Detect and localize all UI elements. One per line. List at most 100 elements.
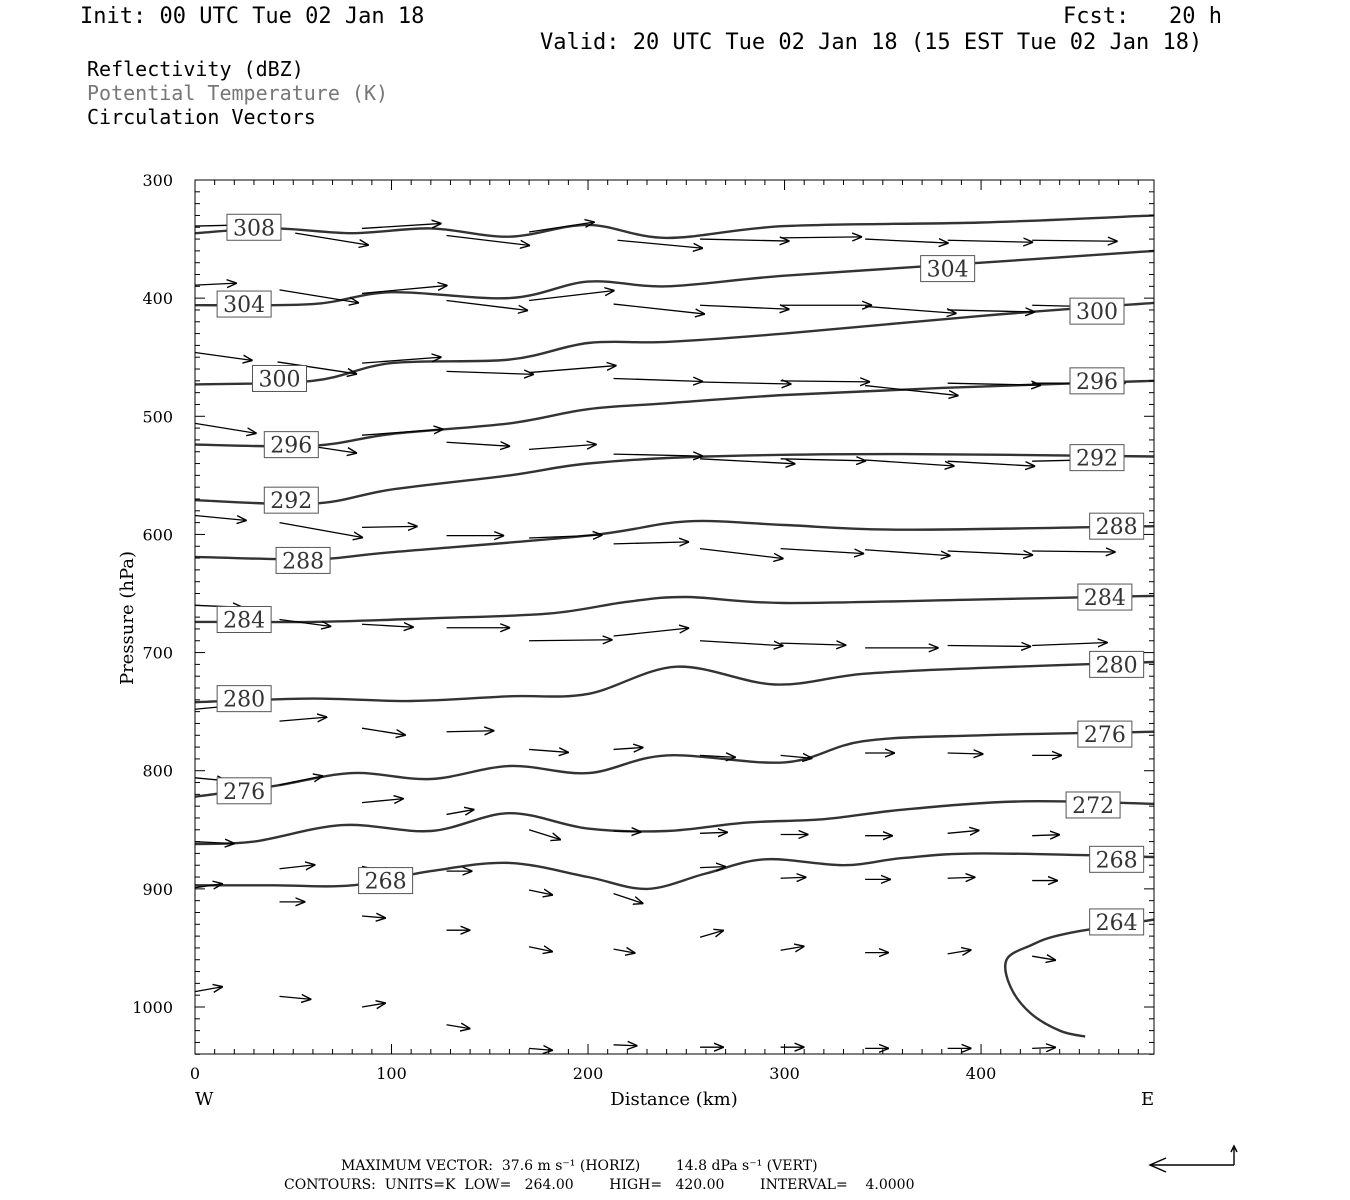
circulation-vector: [1032, 551, 1116, 552]
x-axis-east-label: E: [1141, 1089, 1154, 1110]
contour-label: 288: [282, 549, 324, 574]
circulation-vector: [1032, 240, 1118, 241]
isentrope-304: [195, 249, 1154, 307]
circulation-vector: [865, 459, 955, 466]
circulation-vector: [446, 442, 511, 446]
contour-label-box: [1089, 845, 1145, 873]
circulation-vector: [279, 618, 332, 626]
contour-label: 268: [1096, 848, 1138, 873]
y-axis-label: Pressure (hPa): [117, 551, 138, 685]
isentrope-272: [195, 800, 1154, 846]
contour-label-box: [216, 685, 272, 713]
circulation-vector: [195, 514, 247, 521]
circulation-vector: [700, 382, 792, 384]
contour-label: 292: [1076, 447, 1118, 472]
circulation-vector: [279, 996, 312, 999]
circulation-vector: [529, 366, 617, 374]
x-tick-label: 300: [769, 1064, 800, 1083]
circulation-vector: [295, 232, 369, 245]
contour-label-box: [1069, 444, 1125, 472]
y-tick-label: 500: [142, 407, 173, 426]
x-axis-label: Distance (km): [610, 1089, 737, 1110]
isentrope-264: [1004, 918, 1154, 1038]
circulation-vector: [947, 830, 980, 833]
y-tick-label: 400: [142, 289, 173, 308]
circulation-vector: [446, 299, 529, 311]
x-tick-label: 200: [573, 1064, 604, 1083]
circulation-vector: [780, 547, 865, 554]
contour-label: 304: [223, 293, 265, 318]
circulation-vector: [865, 239, 949, 243]
circulation-vector: [947, 753, 984, 754]
circulation-vector: [529, 444, 597, 451]
contour-label: 268: [365, 870, 407, 895]
circulation-vector: [528, 890, 553, 895]
circulation-vector: [613, 747, 644, 749]
contour-label-box: [1089, 650, 1145, 678]
circulation-vector: [947, 383, 1042, 385]
circulation-vector: [700, 832, 728, 833]
contour-label-box: [1077, 583, 1133, 611]
isentrope-268: [195, 852, 1154, 891]
legend-reflectivity: Reflectivity (dBZ): [87, 57, 304, 81]
contour-label-box: [263, 486, 319, 514]
circulation-vector: [700, 867, 726, 868]
circulation-vector: [947, 877, 976, 878]
circulation-vector: [529, 535, 603, 538]
contour-label: 264: [1096, 911, 1138, 936]
contour-label: 284: [1084, 586, 1126, 611]
circulation-vector: [780, 877, 807, 878]
circulation-vector: [195, 422, 257, 433]
circulation-vector: [865, 305, 957, 313]
valid-time: Valid: 20 UTC Tue 02 Jan 18 (15 EST Tue …: [540, 30, 1203, 55]
contour-label-box: [216, 605, 272, 633]
contour-label-box: [275, 546, 331, 574]
circulation-vector: [1032, 1047, 1056, 1048]
circulation-vector: [613, 378, 704, 381]
circulation-vector: [362, 624, 414, 627]
circulation-vector: [947, 240, 1034, 242]
contour-label-box: [1065, 791, 1121, 819]
y-tick-label: 1000: [132, 998, 173, 1017]
isentrope-300: [195, 301, 1154, 386]
contour-label: 280: [223, 688, 265, 713]
circulation-vector: [195, 351, 253, 360]
circulation-vector: [780, 459, 867, 461]
circulation-vector: [700, 640, 784, 646]
circulation-vector: [700, 755, 736, 757]
circulation-vector: [279, 521, 364, 538]
contour-label-box: [1069, 367, 1125, 395]
circulation-vector: [947, 551, 1034, 555]
circulation-vector: [699, 547, 784, 559]
contour-label-box: [1089, 908, 1145, 936]
contour-label: 300: [1076, 300, 1118, 325]
circulation-vector: [361, 727, 406, 735]
circulation-vector: [947, 460, 1036, 466]
isentrope-280: [195, 660, 1154, 704]
circulation-vector: [361, 285, 448, 295]
circulation-vector: [613, 542, 690, 544]
contour-label: 300: [259, 367, 301, 392]
y-tick-label: 700: [142, 644, 173, 663]
circulation-vector: [529, 1048, 553, 1050]
contour-label-box: [216, 290, 272, 318]
circulation-vector: [361, 916, 386, 918]
circulation-vector: [947, 950, 972, 954]
circulation-vector: [361, 357, 442, 364]
forecast-hour: Fcst: 20 h: [1063, 4, 1222, 29]
circulation-vector: [780, 643, 847, 645]
circulation-vector: [865, 549, 951, 556]
circulation-vector: [195, 842, 235, 844]
circulation-vector: [700, 305, 790, 309]
circulation-vector: [865, 384, 959, 396]
circulation-vector: [780, 237, 863, 238]
circulation-vector: [446, 731, 495, 732]
contour-label: 296: [270, 434, 312, 459]
circulation-vector: [617, 239, 704, 248]
circulation-vector: [279, 289, 360, 303]
y-tick-label: 900: [142, 880, 173, 899]
contour-info-note: CONTOURS: UNITS=K LOW= 264.00 HIGH= 420.…: [284, 1177, 915, 1193]
contour-label-box: [1089, 512, 1145, 540]
y-tick-label: 300: [142, 171, 173, 190]
